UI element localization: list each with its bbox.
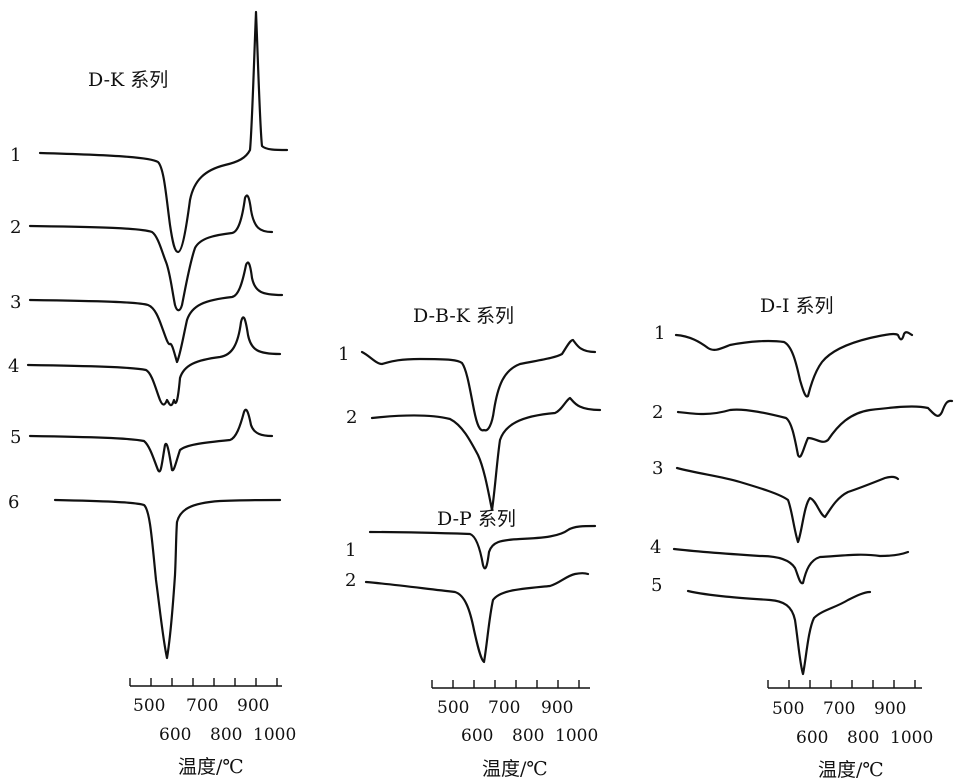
dk-axis-title: 温度/℃	[178, 756, 244, 778]
panel-dbk-title: D-B-K 系列	[413, 305, 514, 327]
dbk-axis-title: 温度/℃	[482, 758, 548, 780]
panel-dk-title: D-K 系列	[88, 69, 168, 91]
dp-series-1-label: 1	[345, 540, 356, 561]
di-series-1-curve	[674, 331, 914, 398]
di-series-1-label: 1	[654, 323, 665, 344]
dbk-axis: 500 700 900 600 800 1000 温度/℃	[431, 680, 598, 780]
di-series-5-label: 5	[651, 575, 662, 596]
dk-series-3-curve	[28, 261, 284, 364]
di-axis-title: 温度/℃	[818, 759, 884, 781]
dk-tick-label: 600	[159, 725, 191, 745]
di-tick-label: 900	[874, 699, 906, 719]
dk-series-1-curve	[38, 10, 289, 254]
dp-series-2-label: 2	[345, 570, 356, 591]
di-tick-label: 1000	[890, 728, 933, 748]
dk-tick-label: 1000	[253, 725, 296, 745]
di-series-4-label: 4	[650, 537, 661, 558]
dbk-tick-label: 1000	[555, 726, 598, 746]
panel-di: D-I 系列 1 2 3 4 5 500 700 900 600 800 100…	[650, 295, 954, 781]
dbk-series-1-curve	[360, 338, 597, 432]
dbk-series-2-label: 2	[346, 407, 357, 428]
dbk-series-1-label: 1	[338, 344, 349, 365]
dk-series-4-label: 4	[8, 356, 19, 377]
dk-series-4-curve	[26, 316, 282, 407]
dk-series-1-label: 1	[10, 145, 21, 166]
dk-series-6-curve	[53, 498, 282, 660]
di-tick-label: 700	[823, 699, 855, 719]
dp-series-2-curve	[364, 572, 590, 664]
dk-series-5-curve	[28, 408, 274, 473]
panel-di-title: D-I 系列	[760, 295, 834, 317]
dk-tick-label: 800	[210, 725, 242, 745]
dk-tick-label: 500	[133, 696, 165, 716]
di-tick-label: 600	[796, 728, 828, 748]
dbk-tick-label: 600	[461, 726, 493, 746]
dk-axis: 500 700 900 600 800 1000 温度/℃	[129, 678, 296, 778]
panel-dbk: D-B-K 系列 1 2 D-P 系列 1 2 500 700 900 600 …	[338, 305, 602, 780]
dk-series-2-curve	[28, 194, 274, 312]
dbk-tick-label: 900	[541, 698, 573, 718]
dp-series-1-curve	[368, 524, 597, 570]
di-series-5-curve	[686, 589, 872, 676]
dk-series-5-label: 5	[10, 427, 21, 448]
dk-series-2-label: 2	[10, 217, 21, 238]
dbk-series-2-curve	[370, 396, 602, 512]
di-tick-label: 500	[772, 699, 804, 719]
di-series-2-label: 2	[652, 402, 663, 423]
di-series-4-curve	[672, 547, 910, 585]
di-series-3-curve	[675, 466, 900, 544]
dbk-tick-label: 800	[512, 726, 544, 746]
dbk-tick-label: 700	[488, 698, 520, 718]
dk-tick-label: 700	[186, 696, 218, 716]
dk-tick-label: 900	[237, 696, 269, 716]
di-axis: 500 700 900 600 800 1000 温度/℃	[767, 680, 933, 781]
dk-series-3-label: 3	[10, 292, 21, 313]
di-tick-label: 800	[847, 728, 879, 748]
di-series-2-curve	[676, 399, 954, 458]
panel-dp-title: D-P 系列	[437, 508, 516, 530]
dk-series-6-label: 6	[8, 492, 19, 513]
dbk-tick-label: 500	[437, 698, 469, 718]
panel-dk: D-K 系列 1 2 3 4 5 6 500 700 900 600 800	[8, 10, 296, 778]
di-series-3-label: 3	[652, 458, 663, 479]
